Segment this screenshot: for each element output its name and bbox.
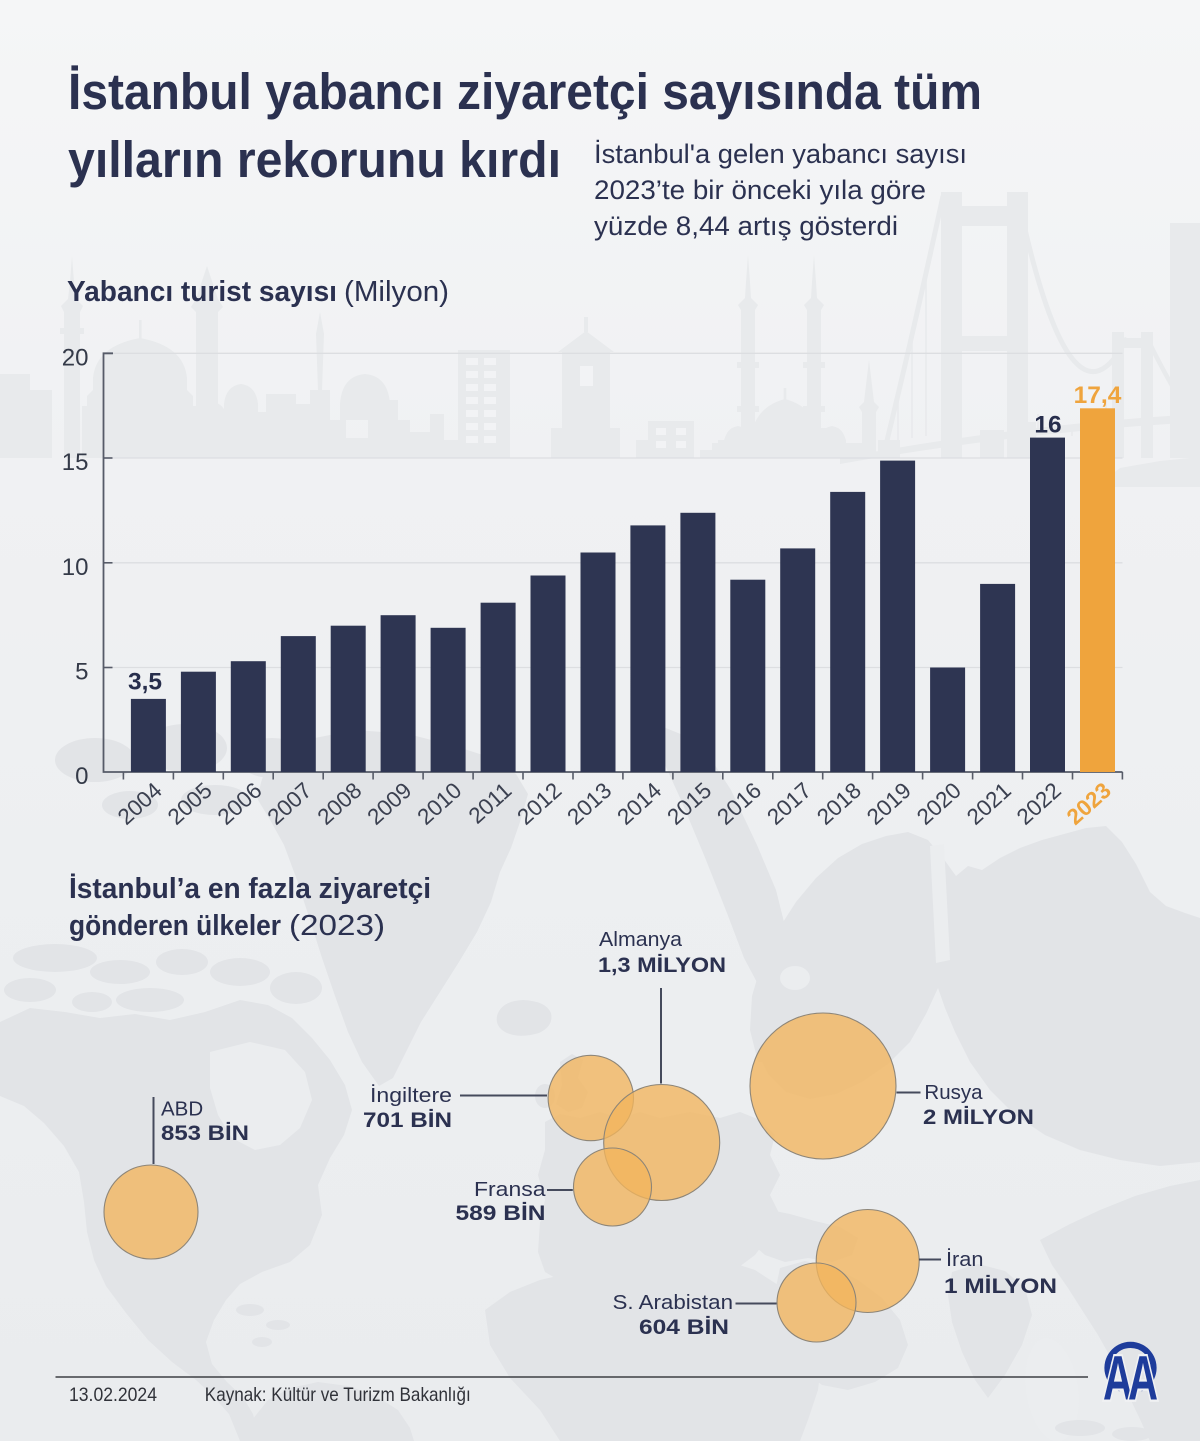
svg-text:ABD: ABD xyxy=(161,1097,203,1120)
svg-text:853 BİN: 853 BİN xyxy=(161,1121,249,1145)
svg-text:İngiltere: İngiltere xyxy=(370,1084,452,1107)
svg-text:(2023): (2023) xyxy=(289,910,385,942)
svg-text:yüzde 8,44 artış gösterdi: yüzde 8,44 artış gösterdi xyxy=(594,211,898,241)
svg-text:0: 0 xyxy=(75,763,88,790)
svg-text:17,4: 17,4 xyxy=(1074,382,1122,409)
svg-text:(Milyon): (Milyon) xyxy=(344,276,449,308)
svg-text:Fransa: Fransa xyxy=(474,1178,546,1201)
svg-text:2 MİLYON: 2 MİLYON xyxy=(923,1105,1034,1129)
svg-text:701 BİN: 701 BİN xyxy=(363,1108,452,1132)
svg-text:Kaynak: Kültür ve Turizm Bakan: Kaynak: Kültür ve Turizm Bakanlığı xyxy=(205,1384,471,1406)
svg-text:gönderen ülkeler: gönderen ülkeler xyxy=(69,910,281,942)
svg-text:589 BİN: 589 BİN xyxy=(456,1201,546,1225)
svg-text:3,5: 3,5 xyxy=(128,669,162,696)
svg-text:Rusya: Rusya xyxy=(924,1081,983,1104)
svg-text:yılların rekorunu kırdı: yılların rekorunu kırdı xyxy=(68,131,561,188)
svg-text:2023’te bir önceki yıla göre: 2023’te bir önceki yıla göre xyxy=(594,175,926,205)
svg-text:İstanbul yabancı ziyaretçi say: İstanbul yabancı ziyaretçi sayısında tüm xyxy=(68,63,982,120)
svg-text:S. Arabistan: S. Arabistan xyxy=(613,1291,734,1314)
svg-text:10: 10 xyxy=(62,554,89,581)
svg-text:A: A xyxy=(1128,1344,1158,1414)
svg-text:15: 15 xyxy=(62,449,89,476)
svg-text:1 MİLYON: 1 MİLYON xyxy=(944,1274,1057,1298)
svg-text:13.02.2024: 13.02.2024 xyxy=(69,1384,157,1406)
svg-text:İran: İran xyxy=(946,1248,984,1271)
svg-text:Yabancı turist sayısı: Yabancı turist sayısı xyxy=(67,276,337,308)
svg-text:20: 20 xyxy=(62,344,89,371)
svg-text:604 BİN: 604 BİN xyxy=(639,1315,729,1339)
svg-text:16: 16 xyxy=(1034,411,1061,438)
svg-text:A: A xyxy=(1103,1344,1133,1414)
svg-text:Almanya: Almanya xyxy=(599,928,683,951)
svg-text:1,3 MİLYON: 1,3 MİLYON xyxy=(598,953,726,977)
svg-text:İstanbul'a gelen yabancı sayıs: İstanbul'a gelen yabancı sayısı xyxy=(594,138,967,169)
svg-text:5: 5 xyxy=(75,659,88,686)
svg-text:İstanbul’a en fazla ziyaretçi: İstanbul’a en fazla ziyaretçi xyxy=(69,873,431,905)
